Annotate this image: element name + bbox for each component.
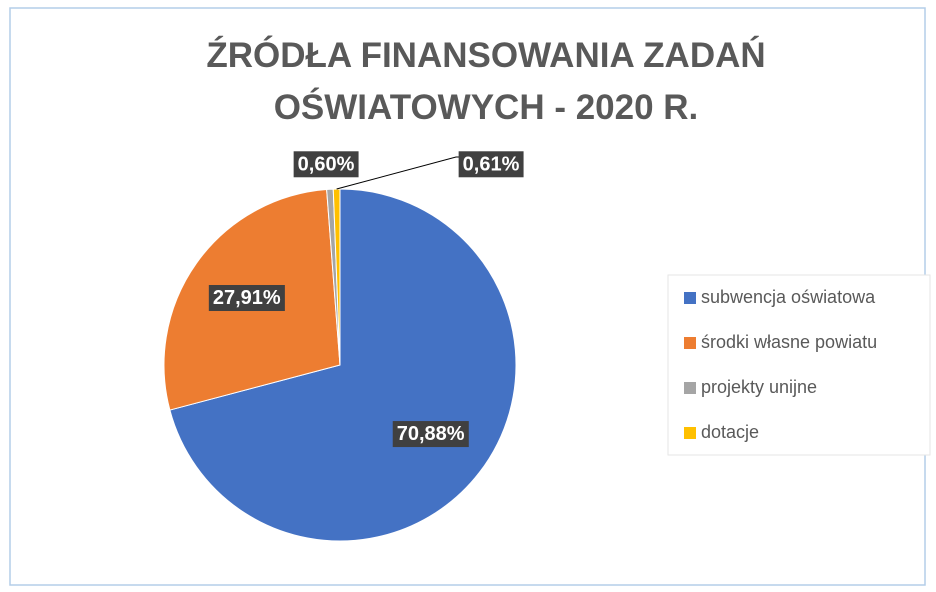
label-background	[208, 285, 285, 312]
chart-title: ŹRÓDŁA FINANSOWANIA ZADAŃ OŚWIATOWYCH - …	[206, 36, 766, 127]
data-labels: 70,88% 27,91% 0,60% 0,61%	[208, 151, 524, 448]
legend-label: dotacje	[701, 422, 759, 442]
legend-swatch	[684, 382, 696, 394]
data-label: 27,91%	[213, 287, 281, 309]
legend-label: projekty unijne	[701, 377, 817, 397]
label-background	[458, 151, 524, 178]
legend-label: subwencja oświatowa	[701, 287, 876, 307]
legend-swatch	[684, 292, 696, 304]
data-label: 0,61%	[463, 153, 520, 175]
label-background	[392, 421, 469, 448]
pie	[163, 188, 517, 542]
label-background	[293, 151, 359, 178]
pie-slice	[169, 188, 517, 542]
legend: subwencja oświatowa środki własne powiatu…	[684, 287, 877, 442]
legend-swatch	[684, 337, 696, 349]
data-label: 70,88%	[397, 423, 465, 445]
legend-swatch	[684, 427, 696, 439]
legend-box	[667, 274, 931, 456]
legend-label: środki własne powiatu	[701, 332, 877, 352]
data-label: 0,60%	[298, 153, 355, 175]
